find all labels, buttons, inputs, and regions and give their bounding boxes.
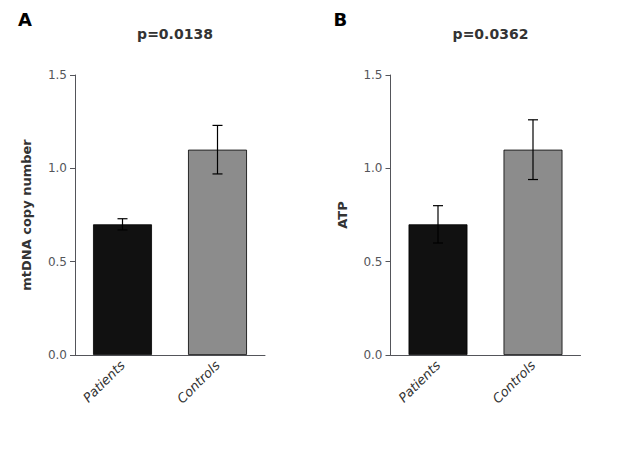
svg-text:ATP: ATP <box>335 201 350 228</box>
svg-text:B: B <box>334 9 348 30</box>
svg-text:0.5: 0.5 <box>363 255 382 269</box>
svg-text:0.0: 0.0 <box>363 348 382 362</box>
svg-text:Controls: Controls <box>174 358 223 407</box>
svg-text:Patients: Patients <box>396 358 444 406</box>
svg-text:Patients: Patients <box>80 358 128 406</box>
svg-text:1.5: 1.5 <box>48 68 67 82</box>
svg-text:1.5: 1.5 <box>363 68 382 82</box>
svg-text:A: A <box>18 9 32 30</box>
svg-text:1.0: 1.0 <box>363 161 382 175</box>
svg-text:0.5: 0.5 <box>48 255 67 269</box>
svg-text:p=0.0138: p=0.0138 <box>137 26 213 42</box>
svg-text:mtDNA copy number: mtDNA copy number <box>19 139 34 291</box>
svg-text:p=0.0362: p=0.0362 <box>453 26 529 42</box>
svg-text:0.0: 0.0 <box>48 348 67 362</box>
svg-text:1.0: 1.0 <box>48 161 67 175</box>
svg-text:Controls: Controls <box>490 358 539 407</box>
